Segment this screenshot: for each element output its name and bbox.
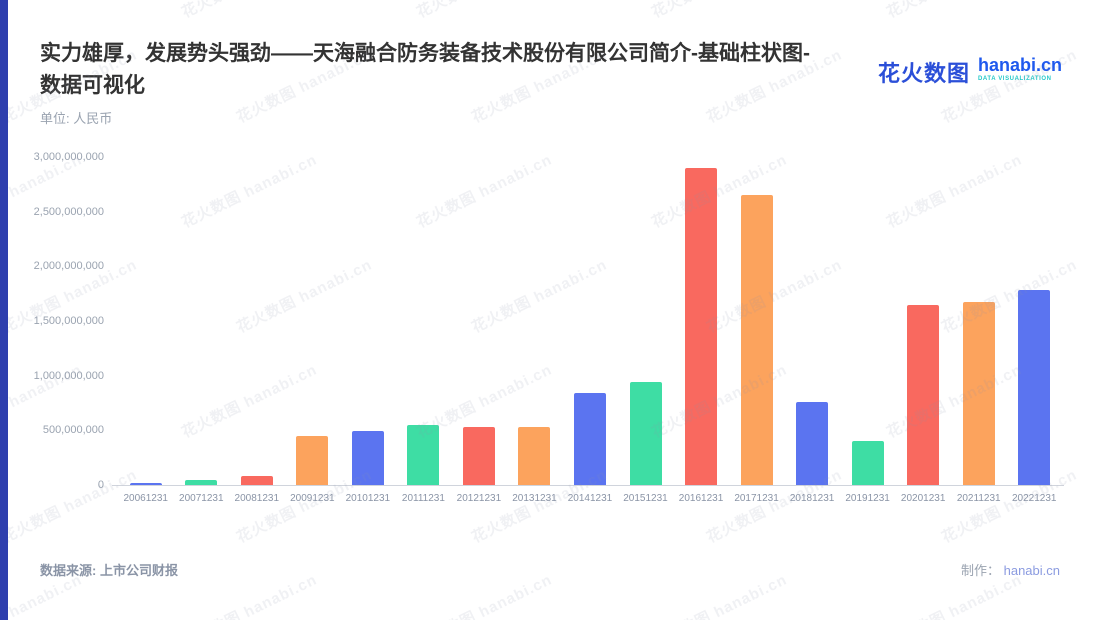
y-tick-label: 3,000,000,000 xyxy=(33,151,104,163)
y-tick-label: 1,000,000,000 xyxy=(33,369,104,382)
logo-tagline: DATA VISUALIZATION xyxy=(977,76,1052,82)
x-tick-label: 20201231 xyxy=(900,493,946,504)
bar[interactable] xyxy=(185,480,218,485)
bar[interactable] xyxy=(1018,290,1051,485)
bar[interactable] xyxy=(574,393,606,485)
watermark-text: 花火数图 hanabi.cn xyxy=(414,571,555,620)
bar[interactable] xyxy=(740,195,773,485)
bar[interactable] xyxy=(129,482,162,485)
bar[interactable] xyxy=(296,435,329,485)
page-title: 实力雄厚，发展势头强劲——天海融合防务装备技术股份有限公司简介-基础柱状图-数据… xyxy=(40,42,810,97)
watermark-text: 花火数图 hanabi.cn xyxy=(883,0,1025,22)
bar[interactable] xyxy=(796,402,829,485)
y-axis-unit-label: 单位: 人民币 xyxy=(40,111,113,126)
bar[interactable] xyxy=(962,302,995,485)
x-tick-label: 20081231 xyxy=(234,493,280,504)
x-tick-label: 20091231 xyxy=(290,493,335,504)
bar[interactable] xyxy=(462,426,495,485)
bar[interactable] xyxy=(351,431,384,485)
x-tick-label: 20161231 xyxy=(678,493,724,504)
y-tick-label: 1,500,000,000 xyxy=(33,315,104,327)
watermark-text: 花火数图 hanabi.cn xyxy=(648,0,790,22)
x-tick-label: 20181231 xyxy=(789,493,835,504)
watermark-text: 花火数图 hanabi.cn xyxy=(0,0,85,22)
credit-note: 制作： hanabi.cn xyxy=(961,560,1060,579)
x-axis-line xyxy=(112,485,1064,486)
x-tick-label: 20151231 xyxy=(623,493,668,504)
y-tick-label: 500,000,000 xyxy=(42,424,104,437)
watermark-text: 花火数图 hanabi.cn xyxy=(649,571,790,620)
x-tick-label: 20071231 xyxy=(179,493,224,504)
bar[interactable] xyxy=(407,424,440,485)
bar-chart: 0 500,000,000 1,000,000,000 1,500,000,000 2,… xyxy=(0,151,1100,532)
data-source-note: 数据来源: 上市公司财报 xyxy=(40,563,178,578)
left-accent-stripe xyxy=(0,0,8,620)
x-tick-label: 20211231 xyxy=(956,493,1001,504)
bar[interactable] xyxy=(518,427,551,485)
credit-label: 制作： xyxy=(960,563,1000,578)
y-tick-label: 2,500,000,000 xyxy=(33,205,104,218)
x-tick-label: 20131231 xyxy=(512,493,557,504)
x-tick-label: 20101231 xyxy=(345,493,391,504)
hanabi-logo: 花火数图 hanabi.cn DATA VISUALIZATION xyxy=(878,56,1062,88)
bar[interactable] xyxy=(240,476,273,485)
x-tick-label: 20061231 xyxy=(123,493,169,504)
credit-link[interactable]: hanabi.cn xyxy=(1003,563,1060,578)
logo-brand-cn: 花火数图 xyxy=(877,61,970,86)
x-tick-label: 20191231 xyxy=(845,493,890,504)
y-tick-label: 2,000,000,000 xyxy=(33,260,104,273)
bar[interactable] xyxy=(629,381,662,485)
x-tick-label: 20221231 xyxy=(1011,493,1057,504)
watermark-text: 花火数图 hanabi.cn xyxy=(413,0,555,22)
bar[interactable] xyxy=(851,441,884,485)
watermark-text: 花火数图 hanabi.cn xyxy=(178,0,320,22)
x-tick-label: 20121231 xyxy=(456,493,502,504)
x-tick-label: 20111231 xyxy=(401,493,445,504)
x-tick-label: 20171231 xyxy=(734,493,779,504)
x-tick-label: 20141231 xyxy=(567,493,613,504)
y-tick-label: 0 xyxy=(97,479,104,491)
watermark-text: 花火数图 hanabi.cn xyxy=(179,571,320,620)
bar[interactable] xyxy=(685,167,718,485)
bar[interactable] xyxy=(907,305,940,485)
logo-brand-en: hanabi.cn xyxy=(977,55,1062,75)
